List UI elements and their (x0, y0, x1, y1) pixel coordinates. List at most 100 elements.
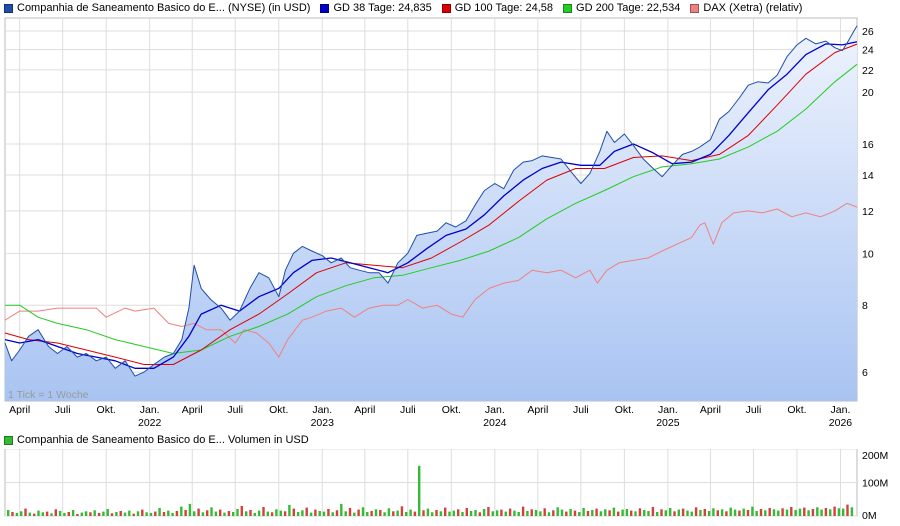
gd100-series-line (4, 43, 858, 365)
volume-bar (335, 510, 339, 516)
price-x-tick-label: Juli (227, 404, 243, 416)
gd200-series-line (5, 63, 858, 354)
volume-bar (677, 509, 680, 516)
volume-bar (28, 512, 31, 516)
price-chart-legend: Companhia de Saneamento Basico do E... (… (4, 1, 812, 15)
price-x-tick-label: Jan. (658, 404, 678, 416)
volume-bar (167, 510, 170, 516)
price-y-tick-label: 24 (862, 45, 874, 57)
volume-bar (240, 506, 243, 516)
legend-label-gd100: GD 100 Tage: 24,58 (454, 2, 554, 14)
price-x-tick-label: Juli (746, 404, 762, 416)
volume-bar (707, 511, 711, 516)
volume-bar (283, 511, 287, 516)
volume-bar (301, 510, 304, 516)
volume-bar (850, 507, 854, 516)
volume-bar (15, 513, 19, 516)
volume-bar (829, 509, 832, 516)
price-x-tick-label: Juli (400, 404, 416, 416)
volume-bar (482, 509, 486, 516)
volume-bar (768, 508, 771, 516)
volume-bar (785, 509, 789, 516)
price-x-tick-label: Jan. (485, 404, 505, 416)
price-x-tick-label: Jan. (312, 404, 332, 416)
volume-bar (322, 511, 326, 516)
price-x-tick-label: Okt. (442, 404, 461, 416)
legend-item-gd200[interactable]: GD 200 Tage: 22,534 (563, 2, 680, 14)
volume-bar (296, 512, 300, 516)
volume-bar (405, 512, 408, 516)
volume-bar (353, 512, 356, 516)
volume-bar (673, 511, 676, 516)
volume-bar (119, 511, 122, 516)
volume-bar (270, 512, 274, 516)
volume-bar (400, 506, 404, 516)
volume-bar (292, 508, 295, 516)
price-x-year-label: 2022 (138, 417, 162, 429)
price-x-tick-label: Okt. (787, 404, 806, 416)
volume-bar (816, 507, 819, 516)
volume-bar (184, 510, 187, 516)
price-x-tick-label: April (354, 404, 375, 416)
volume-bar (145, 512, 148, 516)
price-x-tick-label: April (527, 404, 548, 416)
volume-bar (201, 512, 205, 516)
volume-bar (720, 509, 724, 516)
volume-bar (266, 511, 269, 516)
volume-chart[interactable]: 0M 100M 200M (0, 449, 900, 525)
volume-bar (374, 509, 378, 516)
volume-bar (97, 513, 101, 516)
volume-bar (106, 509, 109, 516)
volume-bar (647, 511, 650, 516)
volume-bar (50, 513, 53, 516)
legend-swatch-dax (690, 3, 700, 13)
legend-swatch-gd38 (320, 3, 330, 13)
volume-bar (141, 509, 144, 516)
volume-bar (448, 511, 451, 516)
legend-item-gd38[interactable]: GD 38 Tage: 24,835 (320, 2, 432, 14)
legend-item-volume[interactable]: Companhia de Saneamento Basico do E... V… (4, 434, 309, 446)
volume-bar (495, 510, 499, 516)
legend-item-gd100[interactable]: GD 100 Tage: 24,58 (441, 2, 554, 14)
volume-bar (123, 512, 127, 516)
volume-bar (660, 509, 663, 516)
volume-bar (738, 510, 741, 516)
volume-bar (435, 510, 438, 516)
volume-bar (547, 512, 551, 516)
volume-bar (24, 508, 27, 516)
volume-bar (712, 508, 715, 516)
tick-note: 1 Tick = 1 Woche (8, 389, 89, 401)
volume-bar (539, 511, 542, 516)
volume-bar (846, 504, 849, 516)
volume-bar (93, 510, 96, 516)
volume-bar (686, 510, 689, 516)
legend-label-gd38: GD 38 Tage: 24,835 (333, 2, 432, 14)
volume-bar (530, 509, 533, 516)
volume-bar (206, 510, 209, 516)
volume-bar (742, 508, 745, 516)
volume-bar (257, 510, 261, 516)
volume-bar (318, 511, 321, 516)
volume-bars (7, 465, 854, 517)
volume-bar (772, 509, 776, 516)
legend-item-dax[interactable]: DAX (Xetra) (relativ) (690, 2, 802, 14)
volume-bar (444, 507, 447, 516)
volume-bar (729, 507, 732, 516)
volume-bar (508, 508, 512, 516)
volume-bar (716, 510, 719, 516)
volume-bar (755, 511, 758, 516)
volume-bar (132, 513, 135, 516)
volume-bar (457, 509, 460, 516)
volume-bar (586, 511, 590, 516)
volume-bar (253, 513, 256, 516)
volume-bar (236, 509, 239, 516)
price-y-tick-label: 20 (862, 87, 874, 99)
volume-bar (197, 508, 200, 516)
volume-bar (625, 509, 629, 516)
volume-bar (824, 508, 828, 516)
volume-bar (803, 507, 806, 516)
volume-bar (128, 510, 131, 516)
volume-bar (80, 512, 83, 516)
legend-item-price[interactable]: Companhia de Saneamento Basico do E... (… (4, 2, 310, 14)
